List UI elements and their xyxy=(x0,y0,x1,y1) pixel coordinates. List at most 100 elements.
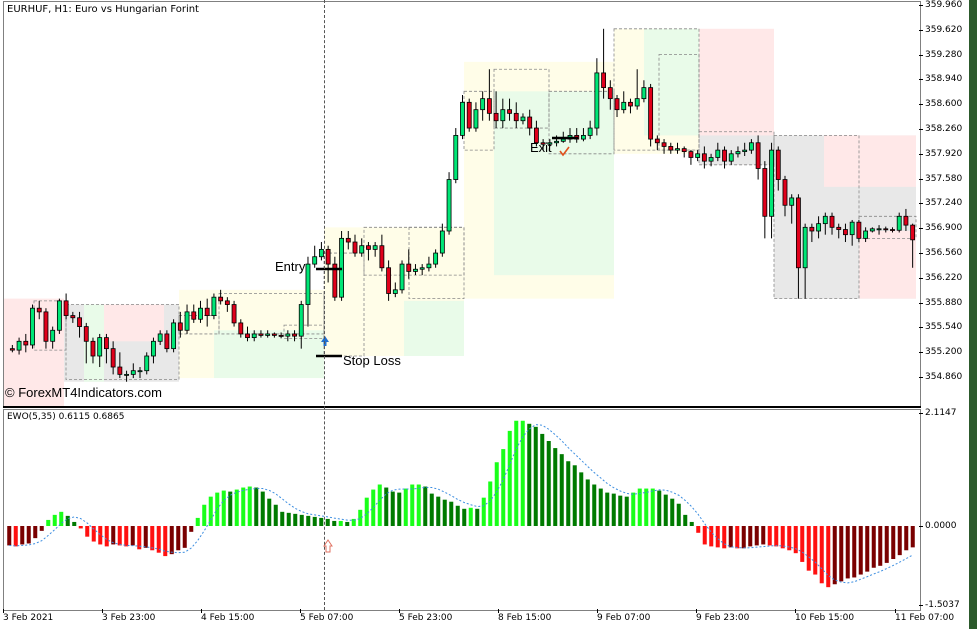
pane-separator[interactable] xyxy=(3,406,921,408)
ewo-bar xyxy=(267,498,272,526)
ewo-bar xyxy=(800,526,805,562)
bear-candle xyxy=(836,226,842,230)
bear-candle xyxy=(238,322,244,335)
bear-candle xyxy=(104,337,109,350)
ewo-bar xyxy=(663,494,668,526)
ewo-bar xyxy=(423,486,428,526)
ewo-bar xyxy=(319,517,324,526)
price-tick: 358.260 xyxy=(918,123,962,135)
ewo-bar xyxy=(774,526,779,547)
ewo-bar xyxy=(228,491,233,526)
ewo-bar xyxy=(65,515,70,526)
bull-candle xyxy=(285,333,291,337)
candlestick-chart xyxy=(4,28,917,406)
ewo-bar xyxy=(631,492,636,526)
bear-candle xyxy=(903,215,909,226)
ewo-bar xyxy=(598,488,603,526)
ewo-bar xyxy=(104,526,109,547)
time-tick: 9 Feb 23:00 xyxy=(696,609,750,623)
ewo-bar xyxy=(416,484,421,526)
ewo-bar xyxy=(689,521,694,526)
ewo-bar xyxy=(683,514,688,526)
ewo-bar xyxy=(397,492,402,526)
bull-candle xyxy=(560,138,566,142)
range-box xyxy=(613,28,700,151)
bear-candle xyxy=(292,333,297,337)
bull-candle xyxy=(130,370,136,375)
ewo-bar xyxy=(839,526,844,582)
ewo-bar xyxy=(494,462,499,526)
indicator-tick: 0.0000 xyxy=(919,520,957,532)
ewo-bar xyxy=(26,526,31,544)
ewo-bar xyxy=(156,526,161,553)
bear-candle xyxy=(507,109,512,114)
price-tick: 359.960 xyxy=(918,0,962,11)
trend-zone xyxy=(859,231,916,299)
bear-candle xyxy=(843,229,848,236)
indicator-title: EWO(5,35) 0.6115 0.6865 xyxy=(7,412,125,422)
ewo-bar xyxy=(767,526,772,546)
bull-candle xyxy=(728,153,734,162)
ewo-bar xyxy=(325,518,330,526)
bear-candle xyxy=(648,87,654,140)
ewo-signal-line xyxy=(9,424,913,584)
bear-candle xyxy=(63,300,69,316)
bull-candle xyxy=(97,337,103,357)
buy-arrow-icon xyxy=(321,336,329,346)
ewo-bar xyxy=(865,526,870,572)
bull-candle xyxy=(735,151,741,155)
ewo-bar xyxy=(793,526,798,554)
bull-candle xyxy=(56,300,62,331)
bull-candle xyxy=(715,149,721,158)
price-tick: 354.860 xyxy=(918,371,962,383)
ewo-bar xyxy=(468,507,473,526)
ewo-bar xyxy=(202,504,207,526)
bull-candle xyxy=(359,245,365,254)
ewo-bar xyxy=(182,526,187,548)
bull-candle xyxy=(312,256,318,265)
ewo-bar xyxy=(910,526,915,548)
ewo-bar xyxy=(254,487,259,526)
ewo-bar xyxy=(481,497,486,526)
bear-candle xyxy=(775,149,781,180)
price-tick: 359.280 xyxy=(918,49,962,61)
bull-candle xyxy=(318,248,324,258)
ewo-bar xyxy=(241,487,246,526)
ewo-bar xyxy=(845,526,850,579)
bear-candle xyxy=(218,296,224,302)
exit-label: Exit xyxy=(530,140,552,155)
bear-candle xyxy=(722,149,727,162)
ewo-bar xyxy=(345,521,350,526)
ewo-bar xyxy=(91,526,96,542)
range-box xyxy=(323,252,365,357)
price-tick: 355.540 xyxy=(918,321,962,333)
ewo-bar xyxy=(670,498,675,526)
ewo-bar xyxy=(247,486,252,526)
bull-candle xyxy=(198,307,203,320)
bull-candle xyxy=(742,149,748,152)
bear-candle xyxy=(345,237,351,243)
ewo-bar xyxy=(787,526,792,551)
ewo-bar xyxy=(676,503,681,526)
ewo-bar xyxy=(403,488,408,526)
ewo-indicator-pane[interactable]: EWO(5,35) 0.6115 0.6865 xyxy=(3,409,921,611)
bull-candle xyxy=(426,263,432,269)
ewo-bar xyxy=(897,526,902,556)
time-tick: 9 Feb 07:00 xyxy=(597,609,651,623)
bear-candle xyxy=(164,333,170,350)
bull-candle xyxy=(500,109,506,122)
ewo-bar xyxy=(813,526,818,575)
bull-candle xyxy=(151,340,156,357)
bull-candle xyxy=(816,223,821,232)
indicator-tick: -1.5037 xyxy=(919,599,960,611)
bull-candle xyxy=(581,135,586,140)
bear-candle xyxy=(379,245,385,269)
bear-candle xyxy=(796,197,801,269)
ewo-bar xyxy=(488,481,493,526)
bear-candle xyxy=(366,245,371,250)
ewo-bar xyxy=(332,520,337,526)
price-tick: 355.200 xyxy=(918,346,962,358)
price-chart-pane[interactable]: EURHUF, H1: Euro vs Hungarian Forint xyxy=(3,1,921,407)
ewo-bar xyxy=(462,508,467,526)
